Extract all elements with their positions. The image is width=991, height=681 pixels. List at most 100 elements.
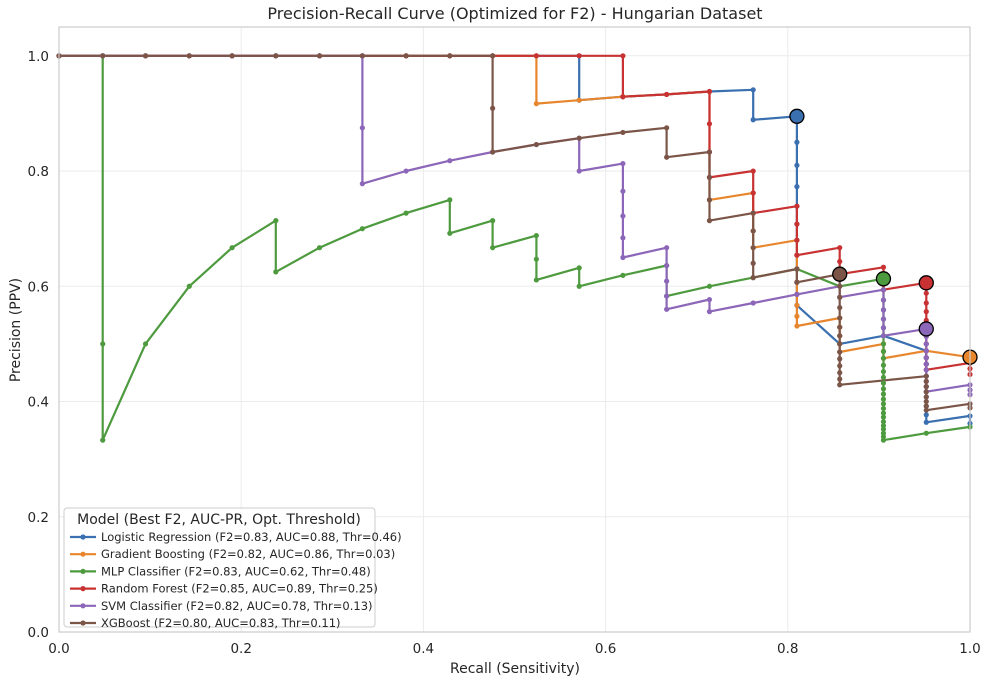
data-point (750, 260, 756, 266)
data-point (880, 348, 887, 354)
data-point (403, 168, 409, 174)
data-point (664, 154, 670, 160)
data-point (837, 294, 843, 300)
data-point (359, 181, 365, 187)
data-point (533, 277, 539, 283)
data-point (490, 245, 496, 251)
data-point (750, 190, 756, 196)
data-point (923, 290, 929, 296)
data-point (359, 226, 365, 232)
data-point (620, 129, 626, 136)
data-point (837, 341, 843, 347)
data-point (837, 315, 843, 321)
data-point (837, 305, 843, 311)
data-point (750, 300, 756, 306)
data-point (100, 53, 106, 59)
data-point (880, 419, 887, 425)
data-point (880, 414, 887, 420)
data-point (447, 158, 453, 164)
data-point (664, 91, 670, 98)
y-tick-label: 1.0 (28, 49, 49, 65)
data-point (837, 376, 843, 382)
data-point (923, 309, 929, 315)
legend-entry-label: XGBoost (F2=0.80, AUC=0.83, Thr=0.11) (101, 616, 341, 630)
data-point (880, 316, 887, 322)
data-point (533, 101, 539, 107)
data-point (750, 117, 756, 123)
best-f2-markers (789, 108, 978, 365)
data-point (880, 396, 887, 402)
best-f2-point-2 (875, 271, 892, 287)
data-point (880, 297, 887, 303)
data-point (794, 313, 800, 319)
data-point (706, 218, 713, 224)
data-point (923, 348, 929, 354)
data-point (880, 401, 887, 407)
data-point (837, 283, 843, 289)
data-point (923, 430, 929, 436)
legend-swatch-marker (80, 603, 86, 609)
data-point (186, 283, 192, 289)
data-point (100, 437, 106, 443)
data-point (880, 325, 887, 331)
data-point (229, 245, 235, 251)
x-tick-label: 0.0 (48, 641, 69, 657)
legend-swatch-marker (80, 568, 86, 575)
data-point (880, 437, 887, 443)
data-point (576, 265, 582, 271)
data-point (490, 105, 496, 111)
data-point (794, 279, 800, 285)
data-point (794, 162, 800, 168)
data-point (533, 141, 539, 148)
best-f2-point-3 (918, 275, 934, 291)
data-point (100, 341, 106, 347)
x-tick-label: 0.6 (595, 641, 616, 657)
data-point (229, 53, 235, 59)
data-point (533, 256, 539, 262)
data-point (923, 394, 929, 400)
series-line-0 (59, 54, 972, 424)
data-point (880, 380, 887, 386)
legend-swatch-marker (80, 551, 86, 557)
data-point (706, 121, 713, 127)
data-point (837, 333, 843, 339)
data-point (576, 97, 582, 103)
data-point (142, 341, 149, 347)
legend-entry-label: MLP Classifier (F2=0.83, AUC=0.62, Thr=0… (101, 564, 371, 578)
y-axis-label: Precision (PPV) (8, 278, 24, 382)
data-point (359, 53, 365, 59)
data-point (142, 53, 149, 59)
data-point (794, 203, 800, 209)
x-tick-labels: 0.0 0.2 0.4 0.6 0.8 1.0 (48, 641, 980, 657)
legend-entry-label: SVM Classifier (F2=0.82, AUC=0.78, Thr=0… (101, 599, 373, 613)
data-point (664, 293, 670, 299)
data-point (923, 378, 929, 384)
data-point (750, 168, 756, 174)
data-point (923, 383, 929, 390)
data-point (837, 363, 843, 369)
data-point (880, 287, 887, 293)
data-point (273, 53, 279, 59)
data-point (490, 218, 496, 224)
data-point (620, 235, 626, 241)
data-point (750, 210, 756, 216)
data-point (923, 373, 929, 379)
data-point (794, 252, 800, 258)
data-point (880, 386, 887, 392)
data-point (576, 53, 582, 59)
y-tick-label: 0.4 (28, 395, 49, 411)
data-point (576, 135, 582, 141)
data-point (923, 389, 929, 395)
data-point (664, 245, 670, 251)
data-point (706, 296, 713, 303)
y-tick-label: 0.2 (28, 510, 49, 526)
data-point (706, 309, 713, 315)
x-axis-label: Recall (Sensitivity) (450, 661, 580, 677)
data-point (794, 291, 800, 297)
data-point (403, 53, 409, 59)
y-tick-labels: 0.0 0.2 0.4 0.6 0.8 1.0 (28, 49, 49, 641)
data-point (620, 254, 626, 261)
data-point (664, 262, 670, 269)
data-point (794, 221, 800, 227)
data-point (837, 258, 843, 265)
